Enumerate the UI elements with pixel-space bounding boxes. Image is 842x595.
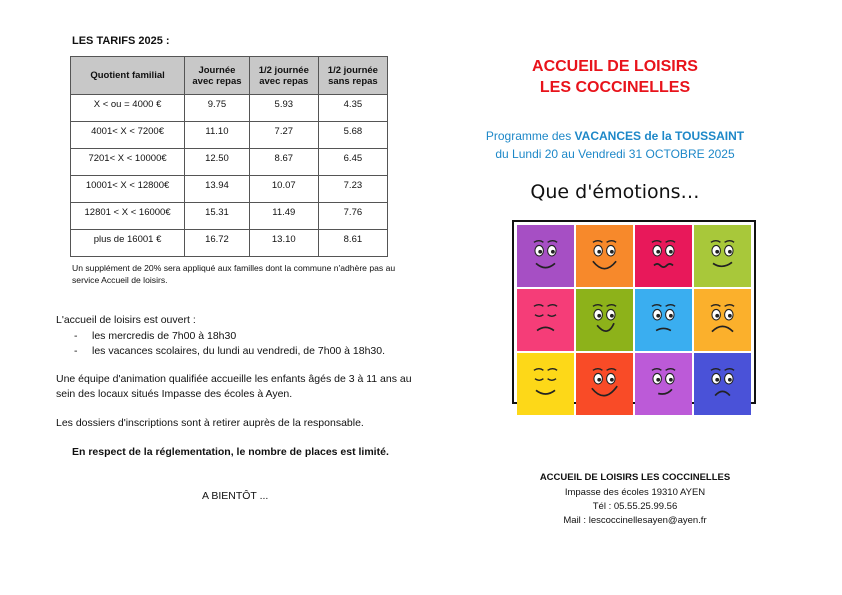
- face-icon: [533, 304, 558, 332]
- table-cell: 12801 < X < 16000€: [69, 202, 186, 230]
- table-cell: 7201< X < 10000€: [69, 148, 186, 176]
- table-row: plus de 16001 €16.72 13.10 8.61: [69, 229, 389, 257]
- title-line-2: LES COCCINELLES: [539, 79, 691, 96]
- emotion-face-tile: [576, 289, 633, 351]
- supplement-note: Un supplément de 20% sera appliqué aux f…: [72, 263, 396, 285]
- table-cell: 16.72: [184, 229, 250, 257]
- face-icon: [533, 240, 558, 269]
- programme-prefix: Programme des: [485, 129, 575, 143]
- programme-line: Programme des VACANCES de la TOUSSAINT: [455, 128, 775, 144]
- table-cell: 9.75: [184, 94, 250, 122]
- team-text: Une équipe d'animation qualifiée accueil…: [56, 373, 412, 400]
- emotion-face-tile: [694, 289, 751, 351]
- header-cell: Journée avec repas: [184, 56, 250, 95]
- emotion-face-tile: [694, 353, 751, 415]
- table-cell: X < ou = 4000 €: [69, 94, 186, 122]
- table-row: 12801 < X < 16000€ 15.31 11.49 7.76: [69, 202, 389, 230]
- contact-name: ACCUEIL DE LOISIRS LES COCCINELLES: [539, 472, 731, 483]
- table-cell: 5.68: [317, 121, 389, 149]
- face-icon: [651, 304, 676, 332]
- face-icon: [710, 304, 735, 333]
- emotions-image: [512, 220, 756, 415]
- table-cell: 12.50: [184, 148, 250, 176]
- table-cell: 7.23: [317, 175, 389, 203]
- contact-address: Impasse des écoles 19310 AYEN: [564, 487, 706, 498]
- table-cell: 11.49: [248, 202, 319, 230]
- table-cell: 8.67: [248, 148, 319, 176]
- table-row: X < ou = 4000 €9.75 5.93 4.35: [69, 94, 389, 122]
- table-cell: 13.94: [184, 175, 250, 203]
- contact-tel: Tél : 05.55.25.99.56: [592, 501, 678, 512]
- header-cell: Quotient familial: [69, 56, 186, 95]
- bientot-text: A BIENTÔT ...: [202, 490, 269, 502]
- emotion-face-tile: [635, 353, 692, 415]
- theme-title: Que d'émotions…: [530, 181, 700, 203]
- list-item-text: les vacances scolaires, du lundi au vend…: [92, 345, 386, 357]
- table-cell: 8.61: [317, 229, 389, 257]
- open-intro: L'accueil de loisirs est ouvert :: [56, 314, 196, 326]
- table-row: 10001< X < 12800€ 13.94 10.07 7.23: [69, 175, 389, 203]
- face-icon: [651, 240, 676, 268]
- table-cell: plus de 16001 €: [69, 229, 186, 257]
- table-row: 7201< X < 10000€ 12.50 8.67 6.45: [69, 148, 389, 176]
- face-icon: [651, 368, 676, 395]
- list-item: - les vacances scolaires, du lundi au ven…: [74, 345, 386, 357]
- emotion-face-tile: [635, 225, 692, 287]
- emotion-face-tile: [576, 353, 633, 415]
- face-icon: [710, 240, 735, 268]
- face-icon: [591, 368, 618, 397]
- title-line-1: ACCUEIL DE LOISIRS: [532, 58, 698, 75]
- table-cell: 10001< X < 12800€: [69, 175, 186, 203]
- tarifs-table: Quotient familial Journée avec repas 1/2…: [69, 56, 389, 257]
- dossiers-text: Les dossiers d'inscriptions sont à retir…: [56, 417, 364, 429]
- emotion-face-tile: [517, 353, 574, 415]
- table-cell: 15.31: [184, 202, 250, 230]
- emotion-face-tile: [576, 225, 633, 287]
- face-icon: [592, 240, 617, 270]
- table-cell: 10.07: [248, 175, 319, 203]
- contact-mail[interactable]: Mail : lescoccinellesayen@ayen.fr: [563, 515, 707, 526]
- face-icon: [533, 368, 558, 395]
- tarifs-title: LES TARIFS 2025 :: [72, 35, 170, 47]
- face-icon: [710, 368, 735, 397]
- list-item-text: les mercredis de 7h00 à 18h30: [92, 330, 237, 342]
- face-icon: [592, 304, 617, 332]
- table-cell: 11.10: [184, 121, 250, 149]
- programme-bold: VACANCES de la TOUSSAINT: [574, 129, 745, 143]
- table-cell: 7.27: [248, 121, 319, 149]
- table-cell: 6.45: [317, 148, 389, 176]
- list-item: - les mercredis de 7h00 à 18h30: [74, 330, 237, 342]
- table-cell: 5.93: [248, 94, 319, 122]
- dates-line: du Lundi 20 au Vendredi 31 OCTOBRE 2025: [495, 147, 735, 161]
- header-cell: 1/2 journée avec repas: [248, 56, 319, 95]
- table-cell: 7.76: [317, 202, 389, 230]
- table-row: 4001< X < 7200€ 11.10 7.27 5.68: [69, 121, 389, 149]
- table-cell: 4.35: [317, 94, 389, 122]
- emotion-face-tile: [517, 225, 574, 287]
- table-cell: 13.10: [248, 229, 319, 257]
- emotion-face-tile: [694, 225, 751, 287]
- emotion-face-tile: [635, 289, 692, 351]
- respect-text: En respect de la réglementation, le nomb…: [72, 446, 389, 458]
- emotion-face-tile: [517, 289, 574, 351]
- table-cell: 4001< X < 7200€: [69, 121, 186, 149]
- header-cell: 1/2 journée sans repas: [317, 56, 389, 95]
